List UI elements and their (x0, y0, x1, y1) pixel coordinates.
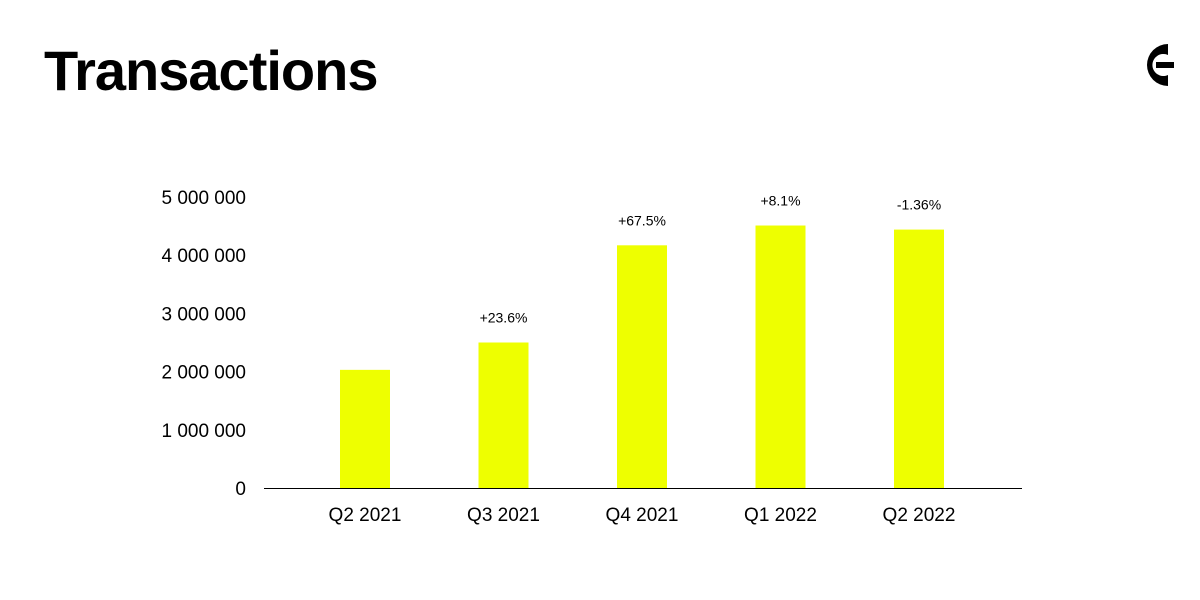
bar (755, 225, 806, 488)
bar (617, 245, 667, 488)
x-tick-label: Q2 2022 (883, 505, 956, 526)
y-tick-label: 5 000 000 (161, 188, 246, 209)
y-tick-label: 3 000 000 (161, 304, 246, 325)
x-axis-ticks: Q2 2021 Q3 2021 Q4 2021 Q1 2022 Q2 2022 (329, 505, 956, 526)
bar (340, 369, 390, 488)
bars (340, 225, 944, 489)
x-tick-label: Q3 2021 (467, 505, 540, 526)
data-label: +23.6% (480, 310, 528, 326)
page-title: Transactions (44, 39, 378, 102)
x-tick-label: Q1 2022 (744, 505, 817, 526)
y-axis-ticks: 0 1 000 000 2 000 000 3 000 000 4 000 000 5 0… (161, 188, 246, 500)
data-label: +67.5% (618, 212, 666, 228)
brand-logo-icon (1147, 44, 1174, 86)
y-tick-label: 0 (235, 479, 246, 500)
bar (478, 342, 529, 488)
y-tick-label: 2 000 000 (161, 363, 246, 384)
bar (894, 229, 944, 489)
x-tick-label: Q4 2021 (606, 505, 679, 526)
data-label: +8.1% (760, 193, 800, 209)
x-tick-label: Q2 2021 (329, 505, 402, 526)
data-label: -1.36% (897, 197, 941, 213)
data-labels: +23.6% +67.5% +8.1% -1.36% (480, 193, 942, 326)
y-tick-label: 4 000 000 (161, 246, 246, 267)
y-tick-label: 1 000 000 (161, 421, 246, 442)
